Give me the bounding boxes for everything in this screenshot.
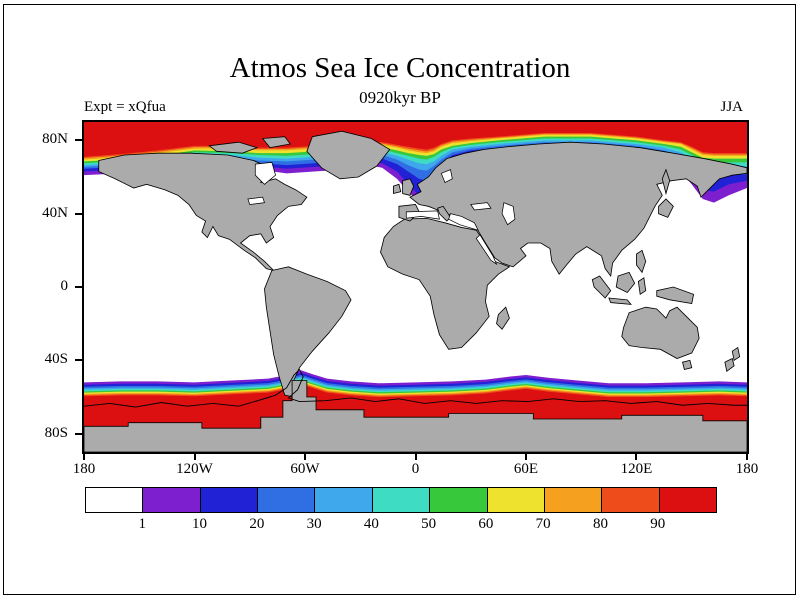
sea-mediterranean-east [448,213,479,231]
colorbar-segment [86,488,144,512]
land-arctic-islands [261,136,292,149]
colorbar-tick-label: 30 [306,516,322,532]
antarctica-coastline [84,368,747,408]
land-philippines [636,249,647,274]
lon-tick-mark [83,452,85,460]
lon-tick-mark [746,452,748,460]
land-java [608,297,632,305]
colorbar-tick-label: 50 [421,516,437,532]
lon-tick-label: 0 [411,461,420,477]
land-sumatra [591,275,612,299]
lat-tick-label: 40N [42,204,68,221]
land-japan [658,198,674,218]
lon-tick-label: 180 [735,461,759,477]
land-new-guinea [656,286,695,304]
lat-tick-mark [75,212,84,215]
land-madagascar [496,306,510,330]
colorbar-segment [602,488,660,512]
map-svg [84,122,747,452]
sea-baltic [440,169,453,184]
sea-mediterranean-west [405,210,440,220]
lon-tick-label: 180 [72,461,96,477]
lon-tick-mark [303,452,306,460]
colorbar-segment [200,488,259,512]
colorbar-segment [544,488,603,512]
sea-red [475,234,498,266]
colorbar-tick-label: 80 [592,516,608,532]
land-borneo [615,271,636,294]
lon-tick-label: 120W [176,461,213,477]
lat-tick-mark [75,432,84,435]
land-australia [621,306,700,359]
lat-tick-mark [75,139,84,142]
land-new-zealand [724,357,735,373]
land-ireland [392,183,402,195]
colorbar-segment [430,488,488,512]
land-antarctica [84,380,747,452]
lon-tick-label: 60E [513,461,539,477]
land-africa [380,217,511,350]
chart-title: Atmos Sea Ice Concentration [229,52,571,84]
lat-tick-label: 0 [60,278,69,295]
colorbar-tick-label: 90 [650,516,666,532]
land-eurasia [409,141,747,278]
colorbar-tick-label: 70 [535,516,551,532]
lake-hudson-bay [254,161,276,185]
colorbar-segment [659,488,716,512]
land-sulawesi [637,277,647,296]
lat-tick-mark [75,359,84,362]
colorbar-segment [372,488,431,512]
colorbar-tick-label: 40 [363,516,379,532]
map-frame: 80N 40N 0 40S 80S 180 120W 60W 0 60E 120E 180 [42,120,758,477]
lon-tick-mark [193,452,196,460]
lat-tick-label: 80N [42,131,68,148]
lon-tick-label: 120E [620,461,653,477]
colorbar-segment [258,488,316,512]
lon-tick-mark [635,452,638,460]
colorbar-tick-label: 20 [249,516,265,532]
land-south-america [264,266,352,398]
land-sakhalin [661,168,671,196]
lat-tick-mark [75,286,84,288]
land-greenland [306,130,391,180]
land-britain [402,178,415,196]
colorbar-segment [487,488,545,512]
ice-band-north [84,122,747,157]
colorbar-labels: 1 10 20 30 40 50 60 70 80 90 [85,516,715,536]
lake-great-lakes [247,196,265,205]
chart-subtitle: 0920kyr BP [359,88,441,107]
sea-caspian [501,202,516,226]
land-new-zealand [731,346,741,362]
lat-tick-label: 40S [44,351,68,368]
lon-tick-label: 60W [290,461,320,477]
colorbar-segment [143,488,201,512]
lat-tick-label: 80S [44,424,68,441]
lon-tick-mark [525,452,527,460]
colorbar-tick-label: 60 [478,516,494,532]
sea-black [470,202,492,211]
experiment-label: Expt = xQfua [84,99,166,115]
colorbar-segment [315,488,373,512]
colorbar [85,487,717,513]
colorbar-tick-label: 10 [192,516,208,532]
season-label: JJA [720,99,743,115]
land-arctic-islands [208,141,259,154]
land-tasmania [682,359,693,371]
lon-tick-mark [414,452,417,460]
colorbar-tick-label: 1 [138,516,147,532]
